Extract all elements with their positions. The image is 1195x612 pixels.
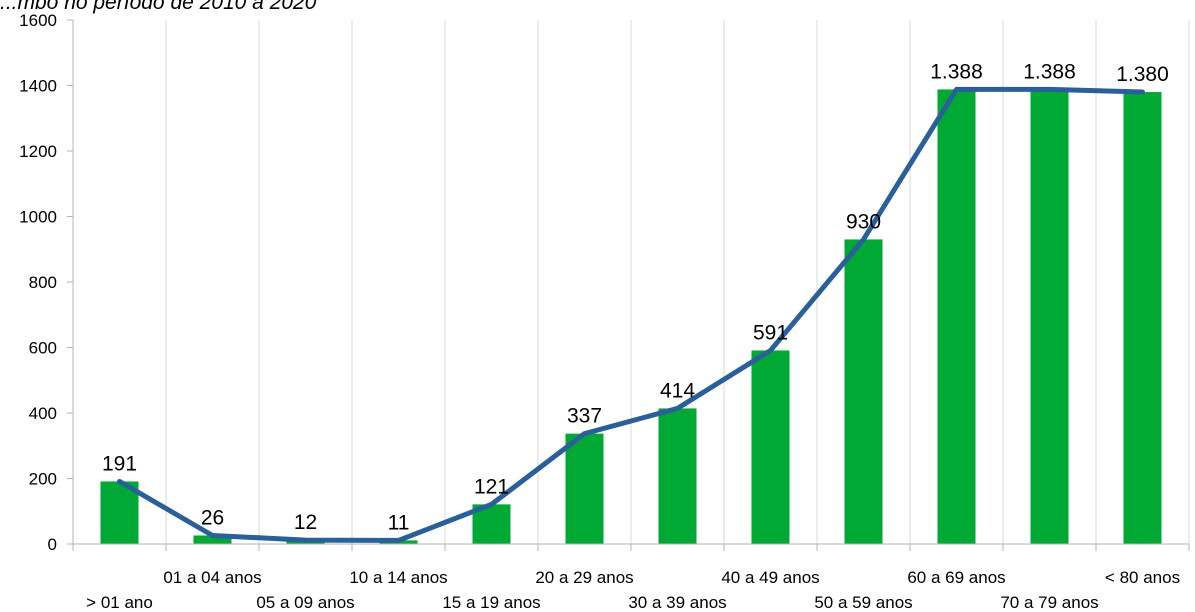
y-tick-label: 200 <box>29 470 57 489</box>
data-label: 1.388 <box>1023 60 1076 83</box>
y-tick-label: 1400 <box>19 77 57 96</box>
bar <box>565 433 604 544</box>
x-tick-label: 05 a 09 anos <box>256 593 354 612</box>
x-tick-label: 60 a 69 anos <box>907 568 1005 587</box>
data-label: 414 <box>660 379 695 402</box>
x-tick-label: > 01 ano <box>86 593 153 612</box>
x-tick-label: 50 a 59 anos <box>814 593 912 612</box>
y-tick-label: 1000 <box>19 208 57 227</box>
data-label: 930 <box>846 210 881 233</box>
data-label: 191 <box>102 452 137 475</box>
data-label: 11 <box>388 511 410 534</box>
bar <box>751 350 790 544</box>
label-layer: 191 26 12 11 121 337 414 591 930 1.388 1.388 1.380 <box>102 60 1169 534</box>
bar <box>844 239 883 545</box>
bar <box>658 408 697 544</box>
chart-title: ...mbo no período de 2010 a 2020 <box>0 0 317 14</box>
data-label: 26 <box>201 506 224 529</box>
series-line <box>117 86 1145 543</box>
x-tick-label: 40 a 49 anos <box>721 568 819 587</box>
y-tick-label: 600 <box>29 339 57 358</box>
y-tick-label: 1600 <box>19 11 57 30</box>
bar <box>100 481 139 544</box>
x-tick-label: 10 a 14 anos <box>349 568 447 587</box>
x-tick-label: 20 a 29 anos <box>535 568 633 587</box>
y-tick-label: 1200 <box>19 142 57 161</box>
data-label: 12 <box>294 511 317 534</box>
data-label: 1.380 <box>1116 63 1169 86</box>
axis-layer: 0 200 400 600 800 1000 1200 1400 1600 > 01 ano 01 … <box>19 11 1190 612</box>
y-tick-label: 400 <box>29 404 57 423</box>
x-tick-label: 01 a 04 anos <box>163 568 261 587</box>
bar <box>193 535 232 544</box>
data-label: 121 <box>474 475 509 498</box>
data-label: 591 <box>753 321 788 344</box>
bar <box>1030 89 1069 545</box>
line-layer <box>117 86 1145 543</box>
x-tick-label: 30 a 39 anos <box>628 593 726 612</box>
y-tick-label: 0 <box>48 535 57 554</box>
bar <box>1123 92 1162 545</box>
data-label: 1.388 <box>930 60 983 83</box>
x-tick-label: < 80 anos <box>1105 568 1180 587</box>
data-label: 337 <box>567 405 602 428</box>
bar <box>937 89 976 545</box>
grid-layer <box>165 20 1190 544</box>
bar-layer <box>100 89 1162 545</box>
x-tick-label: 15 a 19 anos <box>442 593 540 612</box>
y-tick-label: 800 <box>29 273 57 292</box>
x-tick-label: 70 a 79 anos <box>1000 593 1098 612</box>
